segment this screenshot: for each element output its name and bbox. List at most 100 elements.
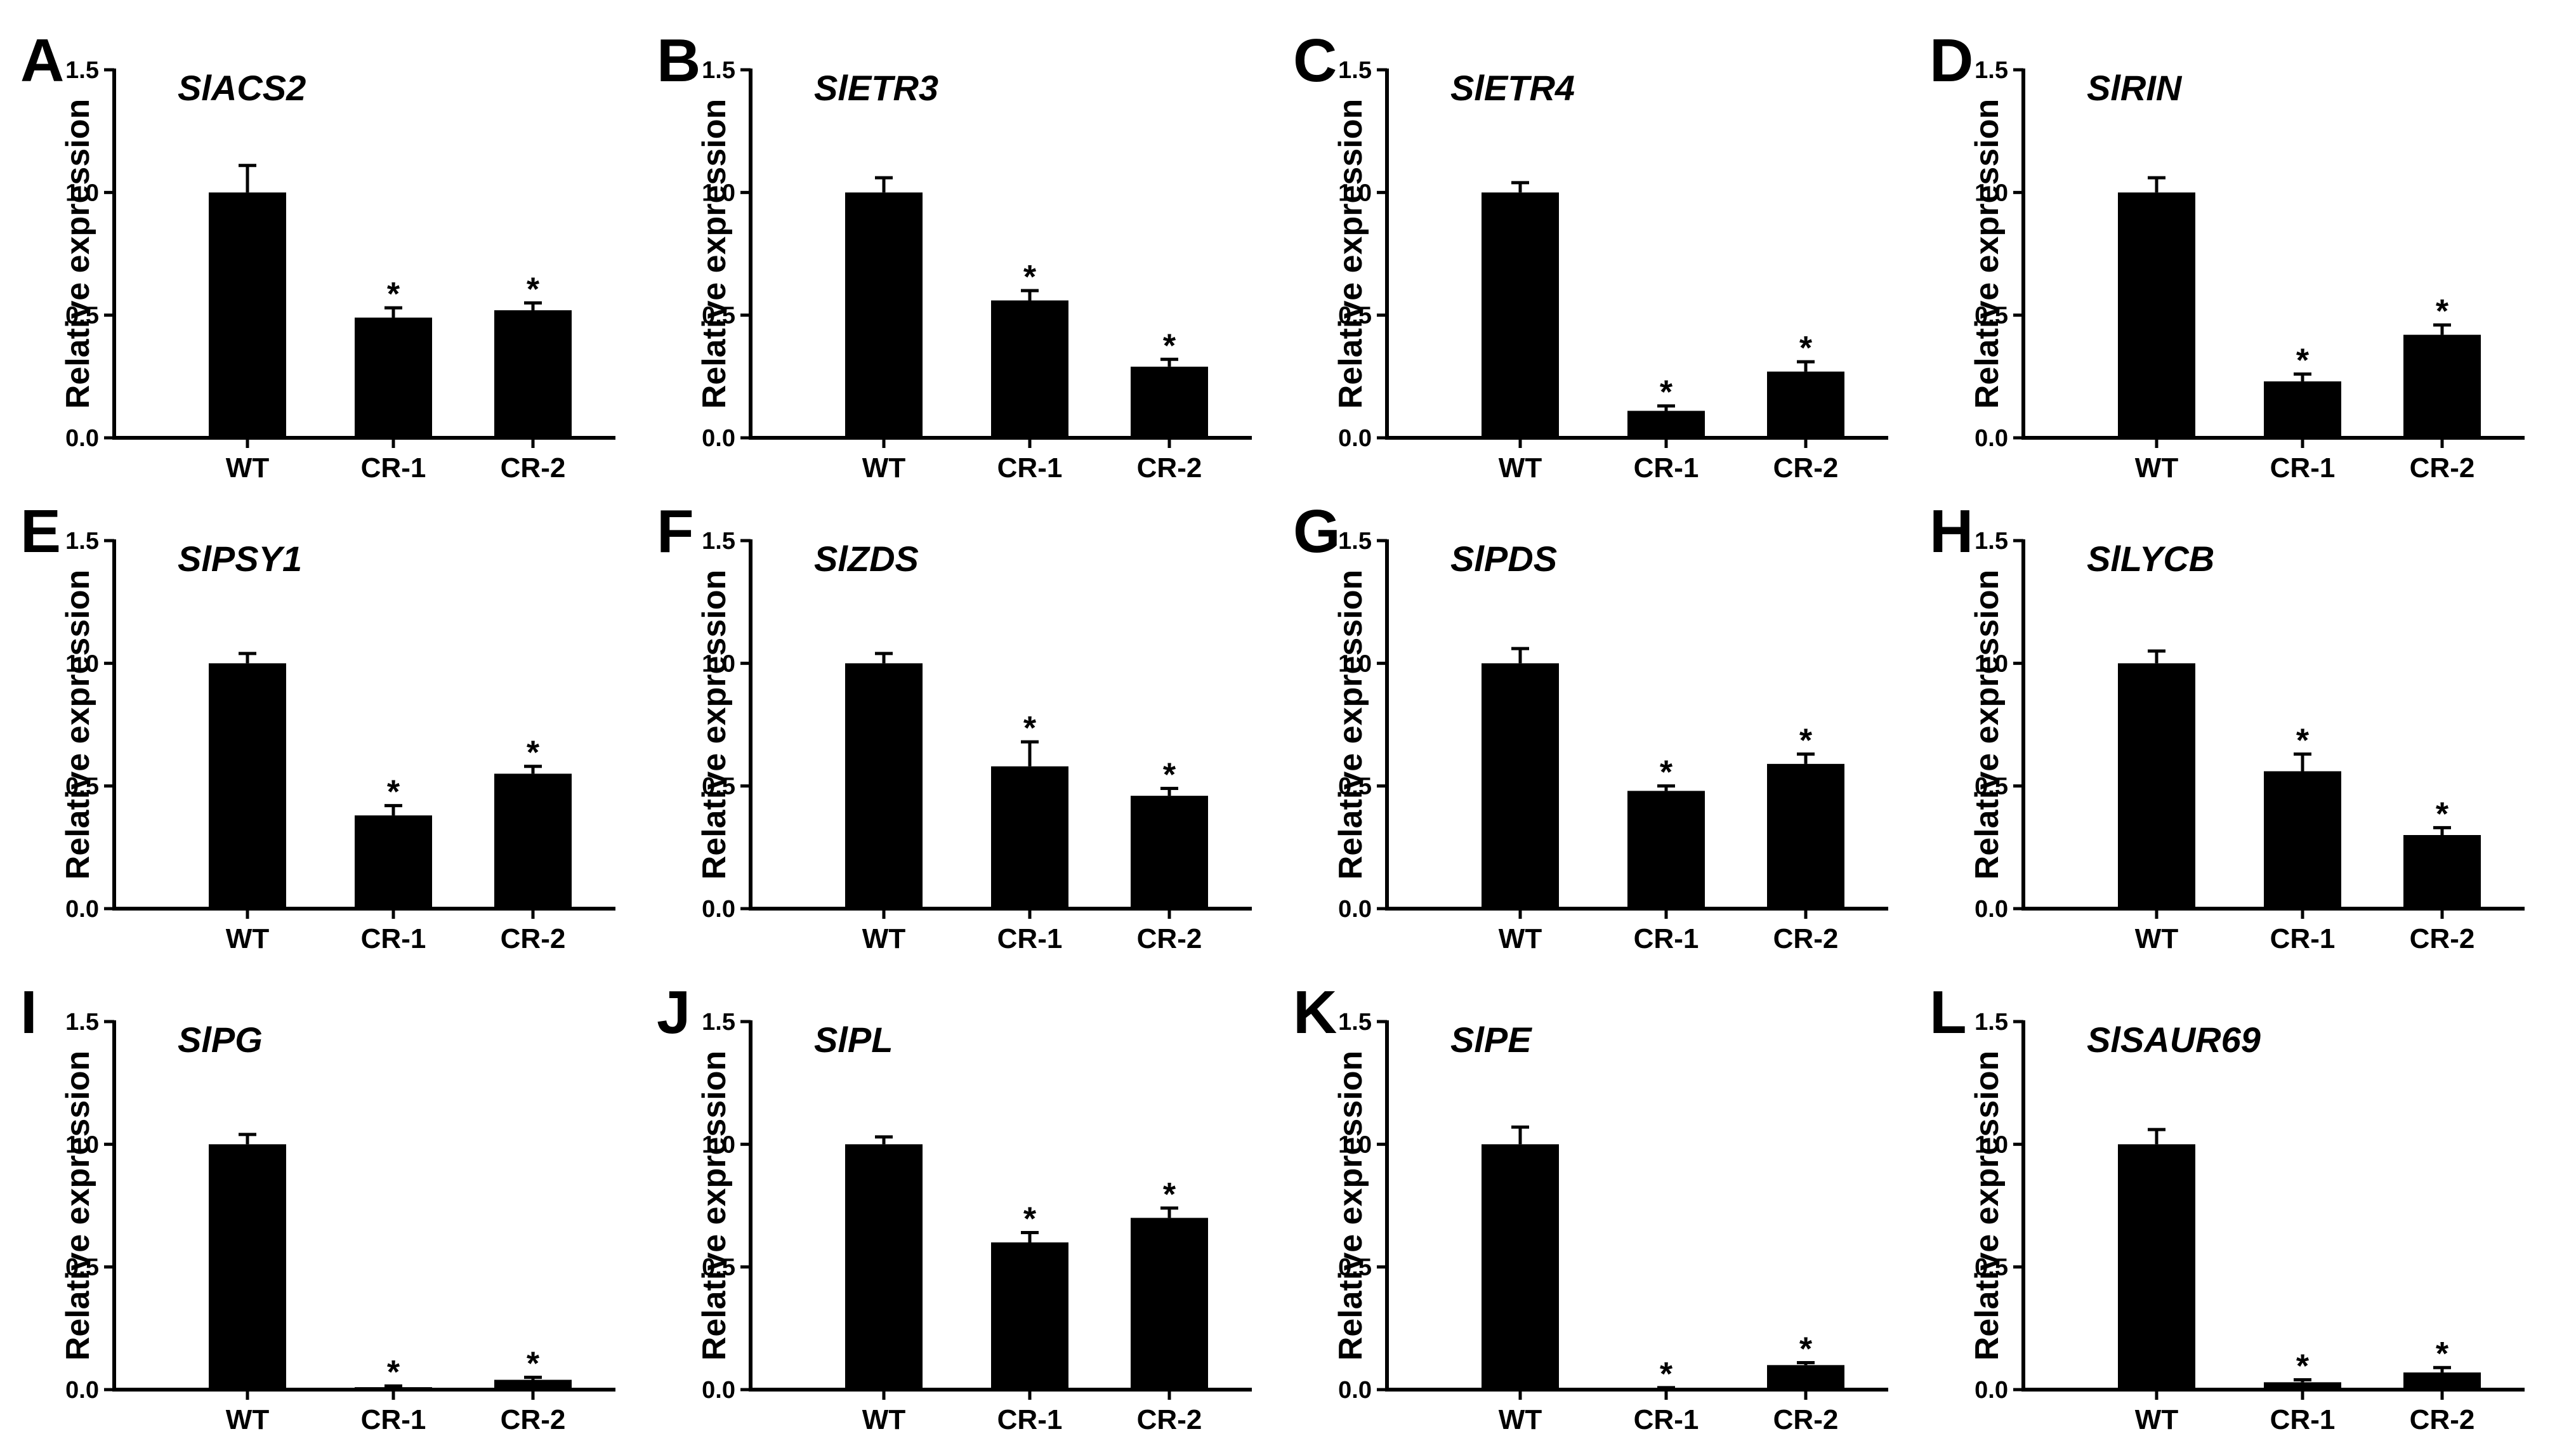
y-tick-label: 0.0 <box>1975 1377 2008 1404</box>
bar-wt <box>1482 663 1559 909</box>
significance-star: * <box>1163 757 1176 794</box>
panel-letter: K <box>1293 978 1337 1046</box>
y-tick-label: 1.0 <box>1975 650 2008 677</box>
panel-title: SlPG <box>178 1020 263 1060</box>
x-tick-label: WT <box>862 452 906 484</box>
panel-letter: A <box>20 27 64 95</box>
bar-cr-1 <box>2264 381 2341 438</box>
significance-star: * <box>1023 1201 1037 1238</box>
panel-title: SlRIN <box>2087 68 2183 108</box>
y-tick-label: 1.5 <box>65 528 99 555</box>
y-tick-label: 0.0 <box>1338 1377 1372 1404</box>
x-tick-label: CR-2 <box>2410 923 2475 954</box>
bar-cr-2 <box>1767 763 1844 909</box>
panel-k: K SlPE Relative expression 0.0 0.5 1.0 1.5 WT CR… <box>1293 978 1888 1435</box>
bar-cr-2 <box>1767 1365 1844 1390</box>
bar-wt <box>2118 663 2195 909</box>
y-tick-label: 0.0 <box>65 425 99 452</box>
significance-star: * <box>2296 342 2310 379</box>
bar-cr-2 <box>2403 835 2481 909</box>
panel-b: B SlETR3 Relative expression 0.0 0.5 1.0 1.5 WT… <box>657 27 1252 484</box>
bar-wt <box>2118 192 2195 438</box>
bar-cr-2 <box>494 1379 572 1390</box>
y-tick-label: 1.0 <box>1975 1131 2008 1158</box>
bar-cr-2 <box>1131 1218 1208 1390</box>
y-tick-label: 1.5 <box>65 1009 99 1036</box>
panel-title: SlZDS <box>814 539 919 579</box>
panel-f: F SlZDS Relative expression 0.0 0.5 1.0 1.5 WT C… <box>657 497 1252 954</box>
y-tick-label: 0.0 <box>702 896 735 923</box>
y-tick-label: 1.5 <box>702 1009 735 1036</box>
significance-star: * <box>1023 259 1037 296</box>
y-tick-label: 0.0 <box>1975 896 2008 923</box>
y-tick-label: 1.0 <box>65 1131 99 1158</box>
y-axis-label: Relative expression <box>1969 570 2006 879</box>
bar-cr-1 <box>991 300 1068 438</box>
y-tick-label: 0.0 <box>702 1377 735 1404</box>
bar-cr-2 <box>494 310 572 438</box>
y-tick-label: 1.5 <box>702 57 735 84</box>
x-tick-label: CR-2 <box>1773 923 1839 954</box>
y-tick-label: 1.5 <box>1975 528 2008 555</box>
x-tick-label: WT <box>2135 452 2179 484</box>
significance-star: * <box>1660 754 1673 791</box>
x-tick-label: CR-1 <box>2270 452 2336 484</box>
y-axis-label: Relative expression <box>1332 570 1369 879</box>
y-tick-label: 0.5 <box>65 773 99 800</box>
y-tick-label: 1.0 <box>1338 650 1372 677</box>
panel-title: SlPL <box>814 1020 893 1060</box>
x-tick-label: CR-1 <box>1634 452 1699 484</box>
bar-wt <box>209 1144 286 1390</box>
significance-star: * <box>2436 796 2449 833</box>
panel-title: SlETR3 <box>814 68 938 108</box>
y-tick-label: 0.0 <box>702 425 735 452</box>
x-tick-label: CR-2 <box>501 1404 566 1435</box>
significance-star: * <box>387 276 400 313</box>
y-tick-label: 0.5 <box>702 1254 735 1281</box>
y-tick-label: 1.0 <box>1338 1131 1372 1158</box>
y-tick-label: 0.5 <box>65 303 99 329</box>
y-tick-label: 1.0 <box>1338 180 1372 206</box>
y-tick-label: 1.0 <box>702 650 735 677</box>
x-tick-label: CR-2 <box>2410 1404 2475 1435</box>
y-axis-label: Relative expression <box>696 570 733 879</box>
panel-letter: F <box>657 497 694 565</box>
y-axis-label: Relative expression <box>60 99 96 409</box>
bar-cr-1 <box>991 1242 1068 1390</box>
x-tick-label: CR-1 <box>997 452 1063 484</box>
bar-cr-2 <box>494 773 572 909</box>
x-tick-label: CR-1 <box>1634 923 1699 954</box>
y-tick-label: 1.5 <box>1975 57 2008 84</box>
significance-star: * <box>1660 374 1673 411</box>
bar-cr-1 <box>1627 791 1705 909</box>
y-tick-label: 1.5 <box>1975 1009 2008 1036</box>
y-tick-label: 1.5 <box>1338 528 1372 555</box>
x-tick-label: CR-2 <box>1137 1404 1202 1435</box>
panel-c: C SlETR4 Relative expression 0.0 0.5 1.0 1.5 WT… <box>1293 27 1888 484</box>
x-tick-label: WT <box>1499 1404 1542 1435</box>
x-tick-label: CR-2 <box>1773 452 1839 484</box>
bar-wt <box>1482 192 1559 438</box>
y-tick-label: 1.5 <box>65 57 99 84</box>
panel-letter: G <box>1293 497 1341 565</box>
y-tick-label: 1.0 <box>65 180 99 206</box>
panel-letter: B <box>657 27 700 95</box>
x-tick-label: CR-1 <box>2270 923 2336 954</box>
x-tick-label: WT <box>226 452 270 484</box>
significance-star: * <box>2296 1348 2310 1385</box>
y-tick-label: 0.0 <box>65 896 99 923</box>
y-axis-label: Relative expression <box>1969 1051 2006 1360</box>
x-tick-label: WT <box>226 1404 270 1435</box>
x-tick-label: CR-1 <box>361 1404 426 1435</box>
y-tick-label: 1.5 <box>1338 57 1372 84</box>
x-tick-label: CR-1 <box>2270 1404 2336 1435</box>
bar-wt <box>845 663 923 909</box>
significance-star: * <box>1660 1356 1673 1393</box>
y-tick-label: 1.0 <box>702 1131 735 1158</box>
bar-cr-1 <box>355 317 432 438</box>
bar-cr-1 <box>1627 411 1705 438</box>
panel-title: SlLYCB <box>2087 539 2214 579</box>
panel-e: E SlPSY1 Relative expression 0.0 0.5 1.0 1.5 WT… <box>20 497 615 954</box>
significance-star: * <box>1799 330 1813 367</box>
